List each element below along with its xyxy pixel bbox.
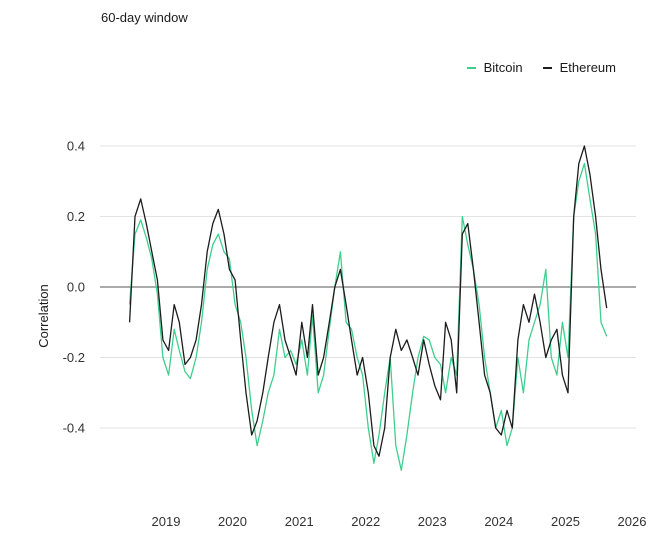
legend-label-bitcoin: Bitcoin [483, 60, 523, 75]
x-tick-label: 2021 [285, 514, 314, 529]
series-lines [128, 145, 608, 471]
chart-subtitle: 60-day window [101, 10, 188, 25]
legend-item-bitcoin[interactable]: Bitcoin [466, 60, 523, 75]
x-tick-label: 2024 [484, 514, 513, 529]
legend-swatch-bitcoin [466, 66, 476, 69]
y-axis-label: Correlation [36, 284, 51, 348]
y-tick-label: 0.2 [67, 209, 85, 224]
grid-lines [100, 145, 636, 429]
legend-item-ethereum[interactable]: Ethereum [542, 60, 616, 75]
legend-label-ethereum: Ethereum [559, 60, 616, 75]
y-tick-label: 0.4 [67, 139, 85, 154]
y-tick-label: -0.2 [63, 350, 85, 365]
y-tick-labels: 0.4 0.2 0.0 -0.2 -0.4 [63, 139, 85, 436]
legend-swatch-ethereum [542, 66, 552, 69]
x-tick-label: 2020 [218, 514, 247, 529]
x-tick-label: 2025 [551, 514, 580, 529]
x-tick-label: 2019 [152, 514, 181, 529]
series-line-bitcoin [128, 162, 608, 471]
y-tick-label: 0.0 [67, 280, 85, 295]
x-tick-labels: 2019 2020 2021 2022 2023 2024 2025 2026 [152, 514, 647, 529]
y-tick-label: -0.4 [63, 421, 85, 436]
series-line-ethereum [128, 145, 608, 457]
x-tick-label: 2023 [418, 514, 447, 529]
x-tick-label: 2022 [351, 514, 380, 529]
chart-legend: Bitcoin Ethereum [466, 60, 616, 75]
x-tick-label: 2026 [618, 514, 647, 529]
